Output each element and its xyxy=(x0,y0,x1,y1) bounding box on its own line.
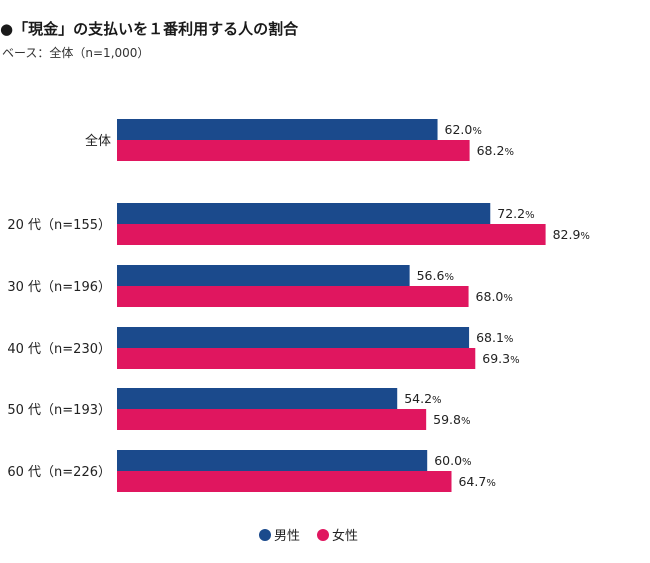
category-label: 20 代（n=155） xyxy=(7,218,111,233)
bar-male xyxy=(117,388,398,409)
category-label: 50 代（n=193） xyxy=(7,403,111,418)
category-label: 30 代（n=196） xyxy=(7,280,111,295)
data-label: 54.2% xyxy=(404,391,441,406)
bar-female xyxy=(117,286,469,307)
category-label: 60 代（n=226） xyxy=(7,465,111,480)
data-label: 82.9% xyxy=(553,227,590,242)
chart-title: ●「現金」の支払いを１番利用する人の割合 xyxy=(0,20,299,38)
bar-female xyxy=(117,409,427,430)
bar-female xyxy=(117,471,452,492)
data-label: 64.7% xyxy=(458,474,495,489)
legend-label-male: 男性 xyxy=(274,529,300,544)
legend-label-female: 女性 xyxy=(332,528,358,544)
bar-female xyxy=(117,140,470,161)
bar-female xyxy=(117,224,546,245)
data-label: 68.2% xyxy=(477,143,514,158)
data-label: 62.0% xyxy=(445,122,482,137)
bar-female xyxy=(117,348,476,369)
chart-subtitle: ベース：全体（n=1,000） xyxy=(2,46,150,60)
data-label: 56.6% xyxy=(417,268,454,283)
legend-marker-male xyxy=(259,529,271,541)
bar-male xyxy=(117,265,410,286)
category-label: 40 代（n=230） xyxy=(7,342,111,357)
data-label: 69.3% xyxy=(482,351,519,366)
bar-male xyxy=(117,450,428,471)
bar-male xyxy=(117,119,438,140)
bar-male xyxy=(117,327,470,348)
data-label: 68.1% xyxy=(476,330,513,345)
data-label: 68.0% xyxy=(476,289,513,304)
data-label: 59.8% xyxy=(433,412,470,427)
data-label: 72.2% xyxy=(497,206,534,221)
category-label: 全体 xyxy=(85,133,111,149)
legend-marker-female xyxy=(317,529,329,541)
data-label: 60.0% xyxy=(434,453,471,468)
bar-male xyxy=(117,203,491,224)
